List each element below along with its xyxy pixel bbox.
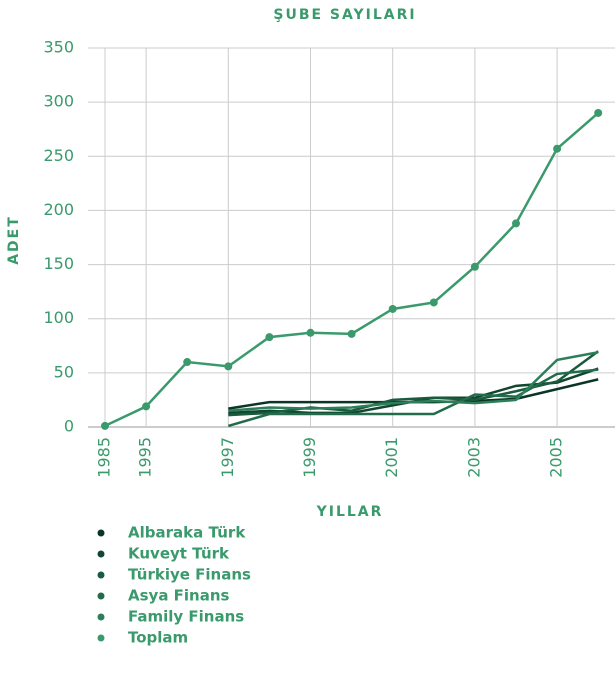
legend-label: Türkiye Finans: [128, 566, 251, 584]
legend-marker: [97, 634, 105, 642]
x-tick-label: 1997: [218, 437, 237, 478]
data-point: [470, 262, 479, 271]
legend-marker: [97, 550, 105, 558]
legend-marker: [97, 592, 105, 600]
data-point: [429, 298, 438, 307]
data-point: [101, 421, 109, 430]
data-point: [183, 358, 192, 367]
y-tick-label: 200: [43, 200, 74, 219]
legend-label: Albaraka Türk: [128, 524, 246, 542]
data-point: [142, 402, 151, 411]
x-tick-label: 2003: [464, 437, 483, 478]
x-tick-label: 2005: [547, 437, 566, 478]
x-tick-label: 1985: [95, 437, 114, 478]
x-axis-label: YILLAR: [316, 504, 384, 520]
data-point: [224, 362, 233, 371]
chart-title: ŞUBE SAYILARI: [273, 7, 416, 23]
legend-label: Family Finans: [128, 608, 244, 626]
legend-label: Kuveyt Türk: [128, 545, 230, 563]
data-point: [553, 144, 562, 153]
y-tick-label: 300: [43, 92, 74, 111]
data-point: [388, 304, 397, 313]
series-line: [104, 112, 600, 428]
x-tick-label: 1999: [300, 437, 319, 478]
y-axis-label: ADET: [6, 215, 22, 265]
series-line: [227, 368, 599, 428]
y-tick-label: 100: [43, 308, 74, 327]
y-tick-label: 150: [43, 254, 74, 273]
y-tick-label: 0: [64, 417, 74, 436]
data-point: [594, 108, 603, 117]
data-point: [265, 333, 274, 342]
data-point: [347, 329, 356, 338]
y-tick-label: 250: [43, 146, 74, 165]
legend-marker: [97, 571, 105, 579]
x-tick-label: 2001: [382, 437, 401, 478]
legend-marker: [97, 529, 105, 537]
series-line: [228, 351, 599, 413]
data-point: [512, 219, 520, 228]
y-tick-label: 350: [43, 38, 74, 57]
y-tick-label: 50: [54, 362, 74, 381]
x-tick-label: 1995: [136, 437, 155, 478]
legend-label: Asya Finans: [128, 587, 230, 605]
legend-label: Toplam: [128, 629, 188, 647]
data-point: [306, 328, 315, 337]
legend-marker: [97, 613, 105, 621]
